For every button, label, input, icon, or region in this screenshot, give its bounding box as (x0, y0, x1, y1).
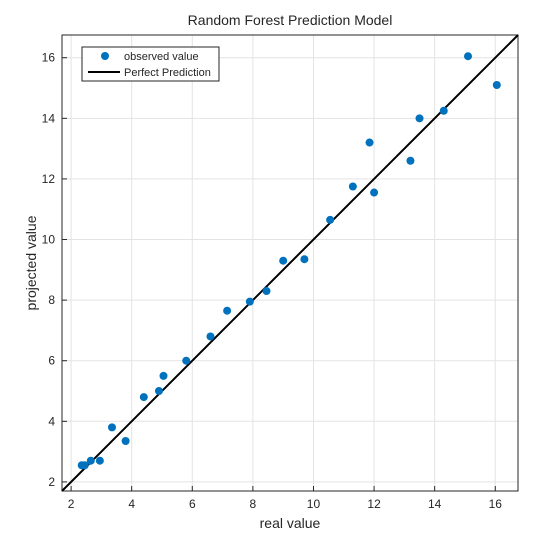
axes-frame (61, 34, 519, 492)
x-tick-label: 2 (68, 497, 75, 511)
x-tick-label: 10 (307, 497, 321, 511)
observed-point (182, 356, 191, 365)
observed-point (245, 297, 254, 306)
observed-point (279, 256, 288, 265)
legend: observed value Perfect Prediction (81, 46, 220, 82)
observed-point (95, 456, 104, 465)
y-axis-label: projected value (23, 215, 39, 310)
observed-point (86, 456, 95, 465)
legend-label-observed: observed value (124, 51, 199, 63)
x-tick-label: 16 (489, 497, 503, 511)
x-axis-label: real value (260, 515, 321, 531)
observed-point (370, 188, 379, 197)
observed-point (439, 106, 448, 115)
observed-point (464, 52, 473, 61)
observed-point (300, 255, 309, 264)
observed-point (262, 287, 271, 296)
axis-ticks: 2 4 6 8 10 12 14 16 2 4 6 8 10 12 14 16 (42, 51, 503, 511)
chart-title: Random Forest Prediction Model (188, 12, 393, 28)
y-tick-label: 6 (48, 354, 55, 368)
observed-point (80, 461, 89, 470)
observed-point (365, 138, 374, 147)
y-tick-label: 4 (48, 414, 55, 428)
observed-point (206, 332, 215, 341)
observed-point (139, 393, 148, 402)
y-tick-label: 8 (48, 293, 55, 307)
observed-point (154, 387, 163, 396)
y-tick-label: 10 (42, 233, 56, 247)
observed-point (223, 306, 232, 315)
observed-point (492, 80, 501, 89)
y-tick-label: 14 (42, 111, 56, 125)
plot-area (61, 34, 519, 492)
observed-point (326, 215, 335, 224)
x-tick-label: 8 (250, 497, 257, 511)
observed-point (121, 437, 130, 446)
observed-point (159, 371, 168, 380)
legend-label-perfect: Perfect Prediction (124, 67, 211, 79)
observed-point (415, 114, 424, 123)
y-tick-label: 16 (42, 51, 56, 65)
y-tick-label: 12 (42, 172, 56, 186)
observed-point (406, 156, 415, 165)
observed-point (107, 423, 116, 432)
x-tick-label: 12 (367, 497, 381, 511)
y-tick-label: 2 (48, 475, 55, 489)
x-tick-label: 14 (428, 497, 442, 511)
grid-lines (62, 35, 518, 491)
x-tick-label: 4 (128, 497, 135, 511)
x-tick-label: 6 (189, 497, 196, 511)
observed-point (348, 182, 357, 191)
legend-marker-observed (101, 52, 109, 60)
